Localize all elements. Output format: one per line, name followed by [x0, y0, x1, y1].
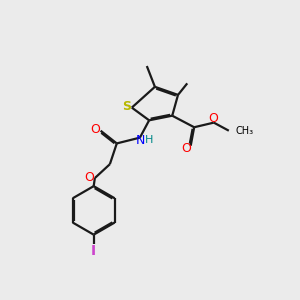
- Text: N: N: [136, 134, 145, 147]
- Text: O: O: [91, 123, 100, 136]
- Text: O: O: [182, 142, 191, 154]
- Text: H: H: [145, 135, 153, 146]
- Text: O: O: [208, 112, 218, 125]
- Text: S: S: [122, 100, 131, 113]
- Text: I: I: [91, 244, 96, 258]
- Text: O: O: [84, 171, 94, 184]
- Text: CH₃: CH₃: [235, 126, 254, 136]
